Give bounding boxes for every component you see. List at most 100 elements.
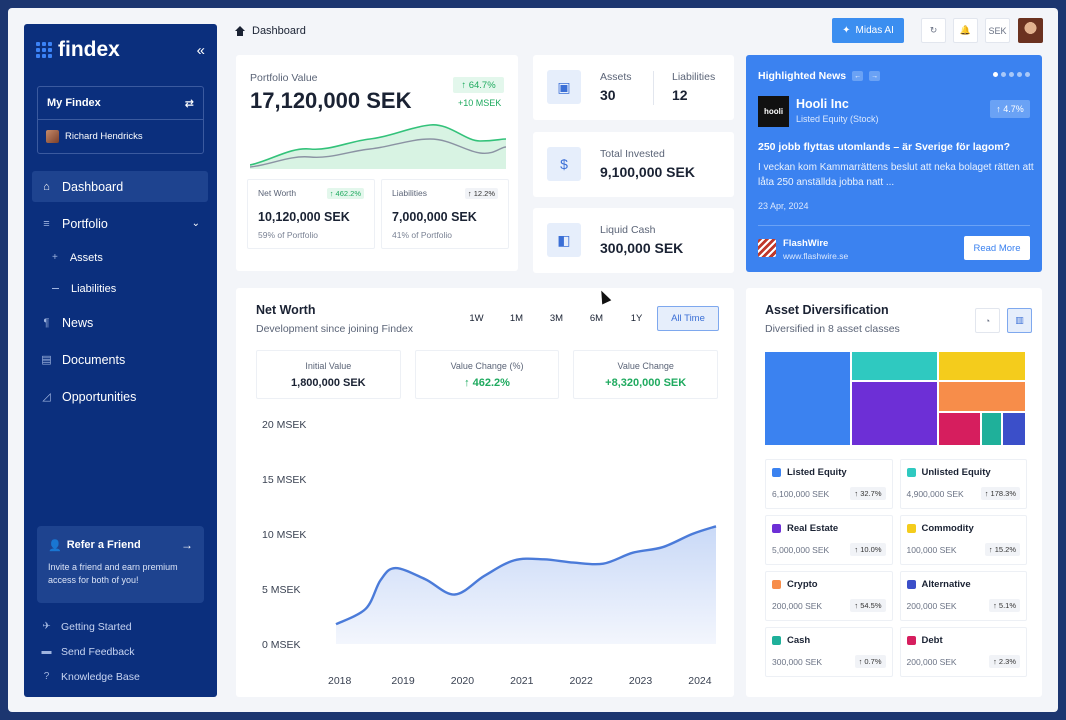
net-worth-area	[336, 526, 716, 644]
sidebar-item-dashboard[interactable]: ⌂ Dashboard	[32, 171, 208, 202]
user-name: Richard Hendricks	[65, 131, 143, 142]
treemap-real-estate[interactable]	[852, 382, 937, 445]
asset-class-item[interactable]: Commodity 100,000 SEK ↑ 15.2%	[899, 515, 1027, 565]
assets-liabilities-card[interactable]: ▣ Assets 30 Liabilities 12	[533, 55, 734, 120]
portfolio-change-badge: ↑ 64.7%	[453, 77, 504, 93]
pie-chart-icon: ◔	[984, 315, 991, 326]
sidebar-item-label: Liabilities	[71, 282, 117, 295]
notifications-button[interactable]: 🔔	[953, 18, 978, 43]
treemap-crypto[interactable]	[939, 382, 1025, 411]
next-news-icon[interactable]: →	[869, 71, 881, 81]
midas-ai-label: Midas AI	[855, 25, 894, 36]
breadcrumb-current: Dashboard	[252, 25, 306, 37]
y-tick-label: 20 MSEK	[262, 419, 306, 431]
range-1m[interactable]: 1M	[509, 313, 524, 324]
news-title[interactable]: 250 jobb flyttas utomlands – är Sverige …	[758, 141, 1011, 153]
send-feedback-link[interactable]: ▬ Send Feedback	[41, 639, 140, 664]
x-tick-label: 2022	[570, 675, 594, 687]
prev-news-icon[interactable]: ←	[852, 71, 864, 81]
asset-class-item[interactable]: Listed Equity 6,100,000 SEK ↑ 32.7%	[765, 459, 893, 509]
net-worth-change: ↑ 462.2%	[326, 188, 364, 199]
treemap-commodity[interactable]	[939, 352, 1025, 380]
money-hand-icon: $	[547, 147, 581, 181]
collapse-sidebar-icon[interactable]: «	[196, 42, 205, 59]
divider	[653, 71, 654, 105]
asset-class-item[interactable]: Unlisted Equity 4,900,000 SEK ↑ 178.3%	[899, 459, 1027, 509]
profile-avatar[interactable]	[1018, 18, 1043, 43]
sidebar-item-portfolio[interactable]: ≡ Portfolio ⌄	[32, 208, 208, 239]
account-switcher[interactable]: My Findex ⇄ Richard Hendricks	[37, 86, 204, 154]
treemap-listed-equity[interactable]	[765, 352, 850, 445]
treemap-view-button[interactable]: ▥	[1007, 308, 1032, 333]
range-6m[interactable]: 6M	[589, 313, 604, 324]
range-1w[interactable]: 1W	[469, 313, 484, 324]
divider	[758, 225, 1030, 226]
pie-view-button[interactable]: ◔	[975, 308, 1000, 333]
treemap-unlisted-equity[interactable]	[852, 352, 937, 380]
hooli-logo: hooli	[758, 96, 789, 127]
refresh-button[interactable]: ↻	[921, 18, 946, 43]
read-more-button[interactable]: Read More	[964, 236, 1030, 260]
news-pagination[interactable]	[993, 72, 1030, 77]
asset-class-change: ↑ 0.7%	[854, 655, 886, 668]
chat-icon: ▬	[41, 646, 52, 657]
treemap-debt[interactable]	[939, 413, 980, 445]
findex-logo-icon	[36, 42, 52, 58]
liabilities-change: ↑ 12.2%	[464, 188, 498, 199]
sparkle-icon: ✦	[842, 25, 851, 36]
sidebar-item-news[interactable]: ¶ News	[32, 307, 208, 338]
knowledge-base-link[interactable]: ? Knowledge Base	[41, 664, 140, 689]
asset-class-item[interactable]: Crypto 200,000 SEK ↑ 54.5%	[765, 571, 893, 621]
brand-logo[interactable]: findex	[36, 38, 120, 62]
asset-class-value: 200,000 SEK	[906, 656, 957, 667]
asset-class-name: Listed Equity	[787, 467, 847, 478]
sidebar-item-documents[interactable]: ▤ Documents	[32, 344, 208, 375]
highlighted-news-card: Highlighted News ← → hooli Hooli Inc Lis…	[746, 55, 1042, 272]
sidebar-item-label: Opportunities	[62, 389, 137, 404]
asset-class-name: Crypto	[787, 579, 818, 590]
asset-diversification-card: Asset Diversification Diversified in 8 a…	[746, 288, 1042, 697]
range-1y[interactable]: 1Y	[630, 313, 643, 324]
refer-friend-card[interactable]: 👤 Refer a Friend → Invite a friend and e…	[37, 526, 204, 603]
asset-class-icon	[906, 524, 916, 533]
net-worth-line[interactable]	[335, 525, 717, 626]
range-all-time[interactable]: All Time	[657, 306, 719, 331]
asset-class-item[interactable]: Real Estate 5,000,000 SEK ↑ 10.0%	[765, 515, 893, 565]
getting-started-link[interactable]: ✈ Getting Started	[41, 614, 140, 639]
asset-class-icon	[772, 636, 781, 645]
portfolio-sparkline	[250, 124, 506, 169]
briefcase-icon: ▣	[547, 70, 581, 104]
sidebar-item-opportunities[interactable]: ◿ Opportunities	[32, 381, 208, 412]
x-tick-label: 2019	[391, 675, 415, 687]
asset-class-change: ↑ 10.0%	[850, 543, 886, 556]
news-icon: ¶	[43, 316, 50, 329]
asset-class-item[interactable]: Cash 300,000 SEK ↑ 0.7%	[765, 627, 893, 677]
portfolio-value-card: Portfolio Value 17,120,000 SEK ↑ 64.7% +…	[236, 55, 518, 271]
sidebar-item-assets[interactable]: + Assets	[32, 245, 208, 270]
brand-name: findex	[58, 38, 120, 61]
asset-class-item[interactable]: Alternative 200,000 SEK ↑ 5.1%	[899, 571, 1027, 621]
asset-class-item[interactable]: Debt 200,000 SEK ↑ 2.3%	[899, 627, 1027, 677]
currency-button[interactable]: SEK	[985, 18, 1010, 43]
range-3m[interactable]: 3M	[549, 313, 564, 324]
news-company[interactable]: Hooli Inc	[796, 97, 849, 111]
treemap-alternative[interactable]	[1003, 413, 1025, 445]
x-tick-label: 2024	[688, 675, 712, 687]
switch-account-icon[interactable]: ⇄	[184, 97, 194, 110]
asset-class-icon	[906, 580, 916, 589]
asset-class-icon	[772, 580, 781, 589]
total-invested-card[interactable]: $ Total Invested 9,100,000 SEK	[533, 132, 734, 197]
breadcrumb: Dashboard	[235, 25, 306, 37]
sidebar-item-liabilities[interactable]: Liabilities	[32, 276, 208, 301]
asset-class-change: ↑ 5.1%	[989, 599, 1020, 612]
arrow-right-icon[interactable]: →	[181, 538, 193, 552]
home-icon[interactable]	[235, 26, 245, 36]
value-change: +8,320,000 SEK	[605, 377, 687, 389]
news-source-url[interactable]: www.flashwire.se	[783, 251, 849, 261]
value-change-pct-stat: Value Change (%) ↑ 462.2%	[414, 350, 560, 399]
midas-ai-button[interactable]: ✦ Midas AI	[832, 18, 904, 43]
treemap-cash[interactable]	[982, 413, 1001, 445]
rocket-icon: ✈	[42, 621, 51, 632]
liquid-cash-card[interactable]: ◧ Liquid Cash 300,000 SEK	[533, 208, 734, 273]
asset-class-change: ↑ 15.2%	[984, 543, 1020, 556]
